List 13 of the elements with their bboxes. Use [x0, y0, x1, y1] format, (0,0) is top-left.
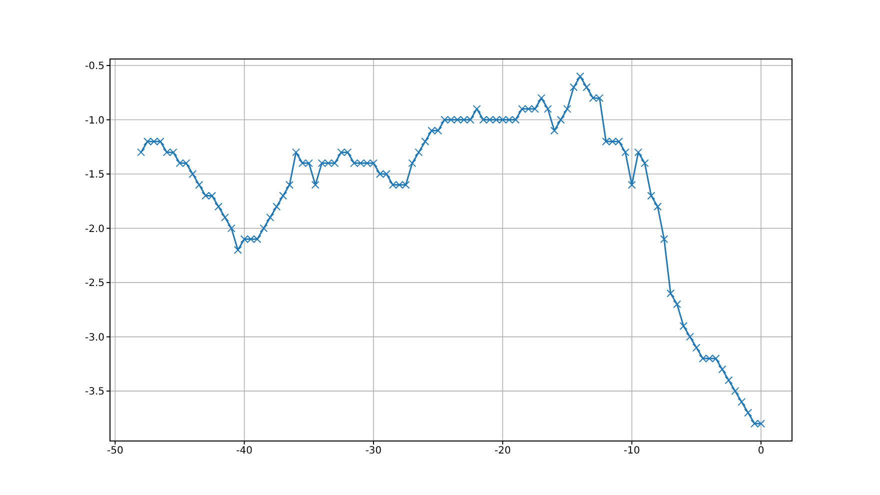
- x-tick-label: -50: [106, 446, 124, 457]
- y-tick-label: -0.5: [84, 61, 104, 72]
- y-tick-label: -3.5: [84, 386, 104, 398]
- x-tick-label: -10: [624, 446, 640, 457]
- x-tick-label: 0: [758, 446, 764, 457]
- y-tick-label: -1.5: [84, 170, 104, 181]
- y-tick-label: -2.5: [84, 278, 104, 290]
- y-tick-label: -3.0: [84, 332, 104, 344]
- y-tick-label: -2.0: [84, 224, 104, 235]
- y-tick-label: -1.0: [84, 115, 104, 126]
- x-tick-label: -40: [236, 446, 253, 457]
- x-tick-label: -20: [494, 446, 511, 457]
- x-tick-label: -30: [365, 446, 382, 457]
